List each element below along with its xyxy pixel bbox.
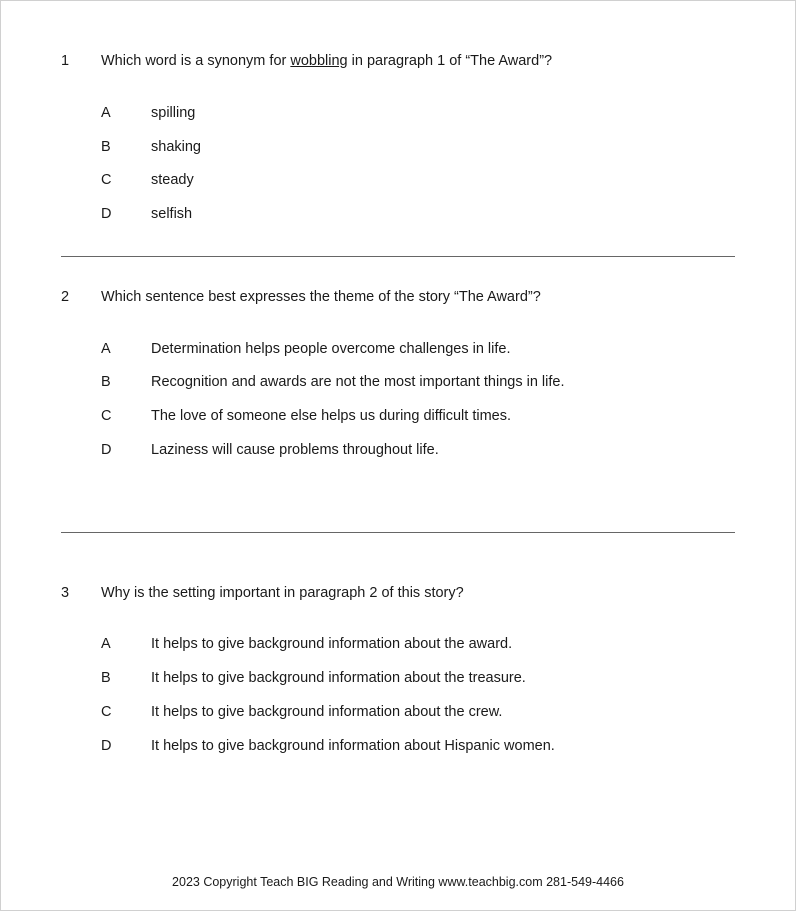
option-row: A spilling: [101, 103, 735, 125]
spacer: [61, 492, 735, 512]
divider: [61, 256, 735, 257]
question-row: 1 Which word is a synonym for wobbling i…: [61, 51, 735, 73]
option-letter: A: [101, 634, 151, 656]
option-text: It helps to give background information …: [151, 668, 735, 690]
option-text: Laziness will cause problems throughout …: [151, 440, 735, 462]
question-text: Which word is a synonym for wobbling in …: [101, 51, 735, 73]
option-row: A It helps to give background informatio…: [101, 634, 735, 656]
option-row: D It helps to give background informatio…: [101, 736, 735, 758]
option-row: D selfish: [101, 204, 735, 226]
question-text: Why is the setting important in paragrap…: [101, 583, 735, 605]
option-row: C The love of someone else helps us duri…: [101, 406, 735, 428]
options-group: A Determination helps people overcome ch…: [101, 339, 735, 462]
question-prompt-post: in paragraph 1 of “The Award”?: [348, 53, 552, 69]
options-group: A It helps to give background informatio…: [101, 634, 735, 757]
question-prompt-underlined: wobbling: [290, 53, 347, 69]
question-prompt-pre: Which sentence best expresses the theme …: [101, 289, 541, 305]
option-letter: A: [101, 339, 151, 361]
option-letter: B: [101, 372, 151, 394]
option-row: B shaking: [101, 137, 735, 159]
question-block: 1 Which word is a synonym for wobbling i…: [61, 51, 735, 226]
option-letter: D: [101, 440, 151, 462]
spacer: [61, 563, 735, 583]
option-letter: C: [101, 702, 151, 724]
worksheet-page: 1 Which word is a synonym for wobbling i…: [0, 0, 796, 911]
option-row: B Recognition and awards are not the mos…: [101, 372, 735, 394]
option-letter: C: [101, 170, 151, 192]
option-text: It helps to give background information …: [151, 634, 735, 656]
question-block: 3 Why is the setting important in paragr…: [61, 583, 735, 758]
option-text: It helps to give background information …: [151, 702, 735, 724]
question-row: 3 Why is the setting important in paragr…: [61, 583, 735, 605]
option-text: steady: [151, 170, 735, 192]
option-row: A Determination helps people overcome ch…: [101, 339, 735, 361]
option-text: It helps to give background information …: [151, 736, 735, 758]
option-row: C steady: [101, 170, 735, 192]
option-letter: B: [101, 668, 151, 690]
option-letter: B: [101, 137, 151, 159]
question-row: 2 Which sentence best expresses the them…: [61, 287, 735, 309]
options-group: A spilling B shaking C steady D selfish: [101, 103, 735, 226]
question-number: 1: [61, 51, 101, 73]
option-letter: D: [101, 204, 151, 226]
option-text: spilling: [151, 103, 735, 125]
option-text: Recognition and awards are not the most …: [151, 372, 735, 394]
option-letter: A: [101, 103, 151, 125]
option-row: D Laziness will cause problems throughou…: [101, 440, 735, 462]
question-number: 2: [61, 287, 101, 309]
footer-copyright: 2023 Copyright Teach BIG Reading and Wri…: [1, 873, 795, 892]
option-text: Determination helps people overcome chal…: [151, 339, 735, 361]
question-text: Which sentence best expresses the theme …: [101, 287, 735, 309]
option-row: B It helps to give background informatio…: [101, 668, 735, 690]
question-prompt-pre: Which word is a synonym for: [101, 53, 290, 69]
option-letter: C: [101, 406, 151, 428]
option-text: selfish: [151, 204, 735, 226]
question-number: 3: [61, 583, 101, 605]
divider: [61, 532, 735, 533]
question-prompt-pre: Why is the setting important in paragrap…: [101, 585, 464, 601]
option-letter: D: [101, 736, 151, 758]
option-text: The love of someone else helps us during…: [151, 406, 735, 428]
option-text: shaking: [151, 137, 735, 159]
option-row: C It helps to give background informatio…: [101, 702, 735, 724]
question-block: 2 Which sentence best expresses the them…: [61, 287, 735, 462]
